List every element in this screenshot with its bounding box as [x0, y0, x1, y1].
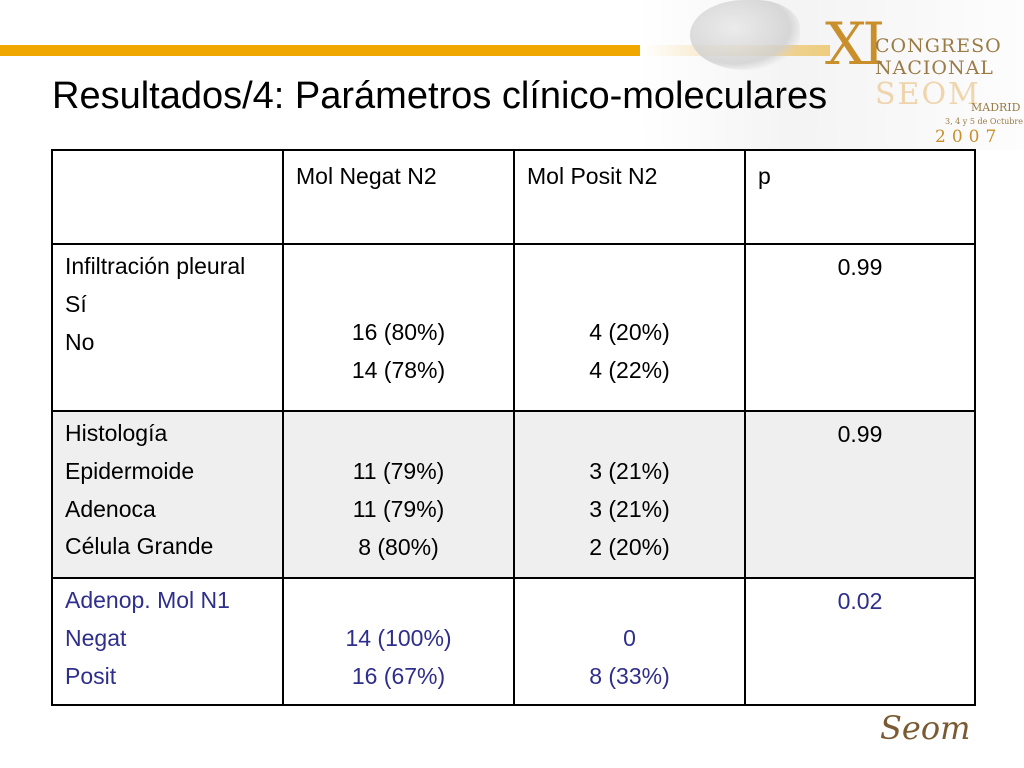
row-label-negat: Negat — [65, 624, 127, 651]
cell-spacer — [284, 588, 513, 614]
p-value-cell: 0.99 — [744, 410, 976, 579]
row-label-cell: Adenop. Mol N1 Negat Posit — [51, 577, 284, 706]
row-label-adenoca: Adenoca — [65, 495, 156, 522]
logo-seom-text: SEOM — [875, 77, 981, 112]
row-label-cell: Infiltración pleural Sí No — [51, 243, 284, 412]
table-row-adenop: Adenop. Mol N1 Negat Posit 14 (100%) 16 … — [51, 577, 976, 706]
value-text: 4 (20%) — [589, 319, 670, 345]
header-p-value: p — [744, 149, 976, 245]
header-mol-posit: Mol Posit N2 — [513, 149, 746, 245]
value-text: 8 (33%) — [589, 662, 670, 689]
mol-posit-cell: 0 8 (33%) — [513, 577, 746, 706]
logo-dates-text: 3, 4 y 5 de Octubre — [945, 117, 1023, 126]
row-label-epidermoide: Epidermoide — [65, 457, 195, 484]
seom-footer-logo: Seom — [880, 709, 971, 747]
table-row-infiltracion: Infiltración pleural Sí No 16 (80%) 14 (… — [51, 243, 976, 412]
congress-logo: SEOM XI CONGRESO NACIONAL MADRID 3, 4 y … — [825, 10, 1024, 147]
value-text: 16 (67%) — [351, 662, 446, 689]
row-label-cell: Histología Epidermoide Adenoca Célula Gr… — [51, 410, 284, 579]
value-text: 3 (21%) — [589, 495, 670, 522]
row-label-posit: Posit — [65, 662, 117, 689]
value-text: 4 (22%) — [589, 356, 670, 383]
mol-negat-cell: 14 (100%) 16 (67%) — [282, 577, 515, 706]
logo-congreso-text: CONGRESO — [875, 35, 1002, 57]
value-text: 0 — [623, 625, 636, 651]
value-text: 14 (100%) — [345, 625, 452, 651]
mol-negat-cell: 16 (80%) 14 (78%) — [282, 243, 515, 412]
value-text: 3 (21%) — [589, 458, 670, 484]
value-text: 8 (80%) — [358, 533, 439, 560]
p-value-cell: 0.99 — [744, 243, 976, 412]
logo-year-text: 2007 — [935, 127, 1003, 147]
results-table: Mol Negat N2 Mol Posit N2 p Infiltración… — [51, 149, 976, 706]
row-label-celula-grande: Célula Grande — [65, 533, 214, 560]
row-label-title: Adenop. Mol N1 — [65, 587, 230, 613]
p-value-cell: 0.02 — [744, 577, 976, 706]
mol-posit-cell: 4 (20%) 4 (22%) — [513, 243, 746, 412]
logo-xi-text: XI — [825, 10, 885, 78]
slide-title: Resultados/4: Parámetros clínico-molecul… — [52, 75, 828, 117]
cell-spacer — [284, 254, 513, 320]
table-row-histologia: Histología Epidermoide Adenoca Célula Gr… — [51, 410, 976, 579]
table-header-row: Mol Negat N2 Mol Posit N2 p — [51, 149, 976, 245]
mol-negat-cell: 11 (79%) 11 (79%) 8 (80%) — [282, 410, 515, 579]
mol-posit-cell: 3 (21%) 3 (21%) 2 (20%) — [513, 410, 746, 579]
decorative-image — [690, 0, 800, 70]
cell-spacer — [284, 421, 513, 447]
cell-spacer — [515, 254, 744, 320]
row-label-title: Infiltración pleural — [65, 253, 246, 279]
header-empty-cell — [51, 149, 284, 245]
value-text: 16 (80%) — [351, 319, 446, 345]
logo-nacional-text: NACIONAL — [875, 57, 994, 79]
logo-place-text: MADRID — [971, 101, 1021, 114]
value-text: 11 (79%) — [352, 495, 445, 522]
title-accent-bar — [0, 45, 830, 56]
row-label-si: Sí — [65, 290, 87, 317]
value-text: 2 (20%) — [589, 533, 670, 560]
cell-spacer — [515, 421, 744, 447]
value-text: 11 (79%) — [352, 458, 445, 484]
row-label-title: Histología — [65, 420, 168, 446]
header-mol-negat: Mol Negat N2 — [282, 149, 515, 245]
cell-spacer — [515, 588, 744, 614]
value-text: 14 (78%) — [351, 356, 446, 383]
row-label-no: No — [65, 328, 95, 355]
